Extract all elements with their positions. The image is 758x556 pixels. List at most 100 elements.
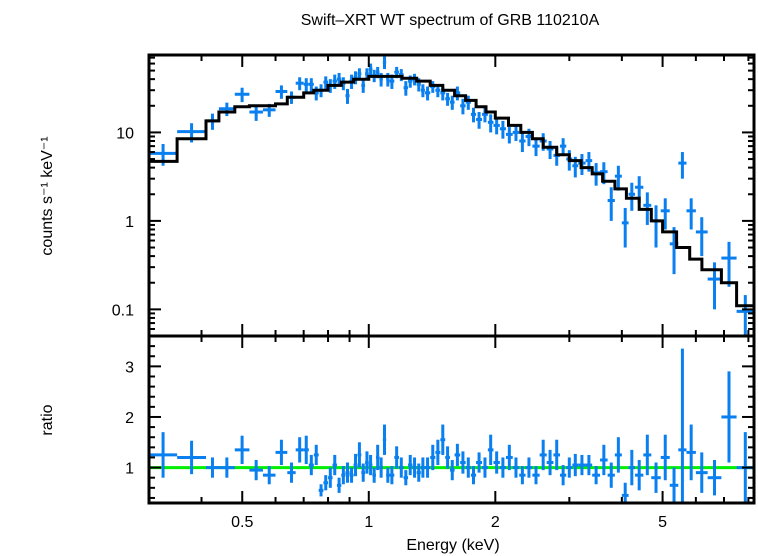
data-point	[660, 198, 670, 230]
spectrum-y-ticks: 0.1 1 10	[112, 56, 754, 337]
y-tick-label: 3	[125, 359, 134, 376]
data-point	[585, 454, 593, 476]
data-point	[328, 467, 333, 488]
data-point	[460, 451, 466, 474]
data-point	[465, 457, 471, 478]
y-tick-label: 0.1	[112, 302, 134, 319]
data-point	[379, 457, 383, 478]
data-point	[559, 138, 567, 157]
data-point	[643, 434, 652, 476]
data-point	[476, 452, 483, 473]
data-point	[275, 85, 288, 99]
ratio-y-axis-label: ratio	[39, 404, 56, 435]
data-point	[482, 457, 488, 478]
data-point	[336, 477, 342, 493]
data-point	[323, 76, 329, 89]
data-point	[394, 446, 399, 469]
data-point	[465, 95, 471, 110]
data-point	[449, 95, 455, 110]
spectrum-plot-area	[149, 56, 754, 336]
data-point	[412, 457, 417, 478]
data-point	[635, 459, 644, 491]
data-point	[382, 424, 387, 455]
y-tick-label: 10	[116, 125, 134, 142]
data-point	[416, 463, 421, 482]
data-point	[505, 444, 513, 471]
data-point	[375, 444, 380, 471]
data-point	[424, 457, 431, 478]
data-point	[669, 467, 679, 503]
y-tick-label: 1	[125, 214, 134, 231]
data-point	[424, 86, 431, 101]
data-point	[308, 78, 314, 92]
spectrum-y-axis-label: counts s⁻¹ keV⁻¹	[39, 136, 56, 255]
data-point	[332, 454, 337, 476]
data-point	[721, 371, 737, 463]
data-point	[398, 457, 404, 478]
data-point	[559, 465, 567, 486]
data-point	[660, 434, 670, 481]
chart-title: Swift–XRT WT spectrum of GRB 110210A	[301, 12, 600, 29]
data-point	[487, 114, 494, 133]
data-point	[303, 435, 309, 465]
data-point	[295, 77, 304, 91]
data-point	[695, 452, 708, 493]
data-point	[287, 462, 296, 483]
data-point	[440, 424, 446, 455]
data-point	[445, 92, 450, 106]
data-point	[572, 453, 579, 477]
data-point	[445, 446, 450, 469]
data-point	[592, 466, 601, 485]
data-point	[435, 439, 441, 466]
data-point	[349, 467, 354, 483]
data-point	[519, 132, 526, 153]
data-point	[566, 457, 573, 478]
data-point	[607, 187, 615, 221]
data-point	[295, 437, 304, 463]
data-point	[678, 348, 687, 503]
data-point	[476, 112, 483, 129]
x-tick-label: 5	[658, 514, 667, 531]
data-point	[420, 457, 425, 478]
ratio-y-ticks: 1 2 3	[125, 335, 754, 499]
data-point	[372, 467, 376, 483]
data-point	[600, 444, 608, 476]
data-point	[651, 462, 661, 493]
data-point	[621, 482, 629, 503]
data-point	[499, 120, 506, 139]
data-point	[686, 424, 696, 481]
data-point	[308, 454, 314, 476]
data-point	[386, 467, 390, 483]
data-point	[318, 484, 324, 497]
data-point	[519, 466, 526, 485]
x-tick-label: 1	[364, 514, 373, 531]
data-point	[614, 437, 622, 473]
data-point	[361, 463, 366, 482]
data-point	[403, 470, 409, 486]
data-point	[218, 102, 235, 117]
data-point	[721, 241, 737, 287]
x-tick-label: 2	[491, 514, 500, 531]
data-point	[420, 84, 425, 98]
data-point	[678, 152, 687, 179]
data-point	[341, 466, 346, 485]
ratio-plot-area	[149, 348, 754, 503]
ratio-panel: 1 2 3 0.5 1 2 5	[125, 334, 756, 531]
model-step-line	[149, 74, 754, 308]
data-point	[505, 127, 513, 144]
x-tick-label: 0.5	[231, 514, 253, 531]
data-point	[234, 87, 250, 103]
data-point	[614, 165, 622, 191]
data-point	[470, 107, 477, 123]
data-point	[607, 462, 615, 488]
data-point	[177, 440, 207, 475]
spectrum-panel: 0.1 1 10	[112, 53, 756, 338]
data-point	[707, 459, 722, 496]
data-point	[368, 454, 373, 476]
data-point	[532, 138, 540, 157]
data-point	[512, 125, 520, 141]
data-point	[403, 81, 409, 96]
data-point	[353, 453, 358, 477]
data-point	[368, 63, 373, 76]
data-point	[460, 98, 466, 115]
